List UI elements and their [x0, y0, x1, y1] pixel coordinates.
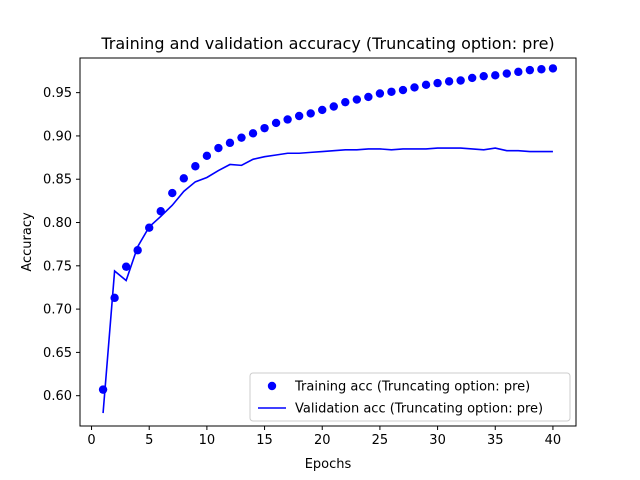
y-tick-label: 0.85 — [43, 173, 72, 188]
training-point — [260, 123, 269, 133]
y-tick-label: 0.80 — [43, 216, 72, 231]
training-point — [387, 87, 396, 96]
training-point — [202, 151, 212, 161]
x-tick-label: 15 — [256, 433, 273, 448]
training-point — [364, 92, 373, 102]
training-point — [318, 105, 327, 115]
y-tick-label: 0.60 — [43, 389, 72, 404]
training-point — [410, 83, 419, 92]
training-point — [306, 109, 315, 118]
training-point — [214, 143, 223, 153]
y-tick-label: 0.95 — [43, 86, 72, 101]
training-point — [421, 80, 431, 90]
training-point — [514, 67, 523, 77]
training-point — [444, 77, 454, 86]
training-point — [168, 188, 177, 198]
x-tick-label: 40 — [545, 433, 562, 448]
training-point — [329, 102, 338, 111]
legend-marker-swatch — [267, 381, 277, 391]
plot-area: 0 5 10 15 20 25 30 35 40 0.60 0.65 0.70 0.75 0.80 0.85… — [43, 57, 577, 448]
y-axis-label: Accuracy — [20, 212, 35, 272]
training-point — [352, 95, 362, 104]
training-point — [283, 115, 292, 124]
training-point — [98, 385, 108, 394]
x-tick-label: 10 — [199, 433, 216, 448]
y-tick-label: 0.65 — [43, 346, 72, 361]
training-point — [294, 111, 304, 121]
training-point — [248, 129, 258, 138]
y-tick-label: 0.90 — [43, 129, 72, 144]
x-tick-label: 20 — [314, 433, 331, 448]
training-point — [375, 89, 385, 98]
training-point — [525, 65, 535, 75]
training-point — [456, 76, 465, 85]
x-tick-label: 5 — [145, 433, 153, 448]
x-tick-label: 30 — [429, 433, 446, 448]
x-tick-label: 0 — [87, 433, 95, 448]
training-point — [398, 85, 408, 95]
training-point — [179, 174, 189, 183]
training-point — [271, 118, 281, 128]
axes-frame — [79, 57, 577, 427]
y-tick-label: 0.70 — [43, 303, 72, 318]
legend: Training acc (Truncating option: pre) Val… — [249, 372, 571, 422]
x-tick-label: 25 — [372, 433, 389, 448]
legend-entry-label: Validation acc (Truncating option: pre) — [295, 402, 543, 417]
training-point — [491, 71, 500, 80]
training-point — [191, 162, 200, 171]
training-point — [537, 65, 546, 74]
validation-series-line — [102, 147, 553, 414]
training-point — [502, 69, 511, 78]
training-point — [433, 78, 442, 88]
training-point — [225, 138, 235, 148]
chart-title: Training and validation accuracy (Trunca… — [100, 34, 554, 53]
training-point — [467, 73, 477, 83]
x-tick-label: 35 — [487, 433, 504, 448]
training-point — [121, 262, 131, 271]
y-tick-label: 0.75 — [43, 259, 72, 274]
training-point — [341, 97, 350, 107]
training-point — [479, 71, 488, 81]
legend-box — [249, 372, 571, 422]
training-point — [237, 133, 246, 142]
legend-entry-label: Training acc (Truncating option: pre) — [294, 380, 530, 395]
training-point — [548, 64, 558, 73]
x-axis-label: Epochs — [305, 457, 352, 472]
